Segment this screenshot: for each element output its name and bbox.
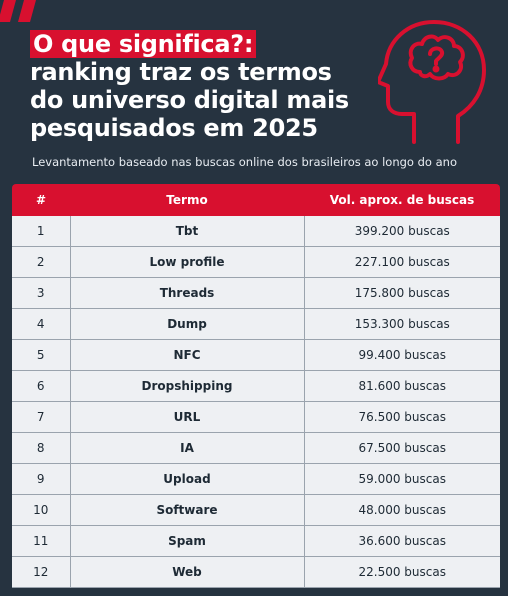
- rank-cell: 4: [12, 308, 71, 340]
- term-cell: URL: [70, 401, 305, 433]
- title-highlight: O que significa?:: [30, 30, 257, 58]
- rank-cell: 11: [12, 525, 71, 557]
- title-line: do universo digital mais: [30, 86, 349, 114]
- rank-cell: 7: [12, 401, 71, 433]
- table-row: 3 Threads 175.800 buscas: [12, 277, 500, 309]
- table-row: 5 NFC 99.400 buscas: [12, 339, 500, 371]
- table-row: 12 Web 22.500 buscas: [12, 556, 500, 588]
- table-row: 10 Software 48.000 buscas: [12, 494, 500, 526]
- term-cell: Software: [70, 494, 305, 526]
- volume-cell: 76.500 buscas: [304, 401, 500, 433]
- table-row: 9 Upload 59.000 buscas: [12, 463, 500, 495]
- head-question-mark-icon: [378, 20, 486, 144]
- term-cell: Dropshipping: [70, 370, 305, 402]
- rank-cell: 3: [12, 277, 71, 309]
- rank-cell: 1: [12, 216, 71, 247]
- title-line: ranking traz os termos: [30, 58, 332, 86]
- rank-cell: 2: [12, 246, 71, 278]
- volume-cell: 36.600 buscas: [304, 525, 500, 557]
- term-cell: Tbt: [70, 216, 305, 247]
- term-cell: Upload: [70, 463, 305, 495]
- volume-cell: 48.000 buscas: [304, 494, 500, 526]
- term-cell: NFC: [70, 339, 305, 371]
- table-row: 7 URL 76.500 buscas: [12, 401, 500, 433]
- column-header-rank: #: [12, 184, 70, 216]
- table-row: 8 IA 67.500 buscas: [12, 432, 500, 464]
- volume-cell: 399.200 buscas: [304, 216, 500, 247]
- term-cell: Dump: [70, 308, 305, 340]
- ranking-table: # Termo Vol. aprox. de buscas 1 Tbt 399.20…: [12, 184, 500, 588]
- rank-cell: 9: [12, 463, 71, 495]
- rank-cell: 8: [12, 432, 71, 464]
- column-header-term: Termo: [70, 184, 304, 216]
- volume-cell: 67.500 buscas: [304, 432, 500, 464]
- rank-cell: 6: [12, 370, 71, 402]
- table-row: 2 Low profile 227.100 buscas: [12, 246, 500, 278]
- volume-cell: 59.000 buscas: [304, 463, 500, 495]
- table-header-row: # Termo Vol. aprox. de buscas: [12, 184, 500, 216]
- table-row: 1 Tbt 399.200 buscas: [12, 216, 500, 247]
- volume-cell: 227.100 buscas: [304, 246, 500, 278]
- table-row: 6 Dropshipping 81.600 buscas: [12, 370, 500, 402]
- subtitle: Levantamento baseado nas buscas online d…: [32, 155, 457, 169]
- column-header-volume: Vol. aprox. de buscas: [304, 184, 500, 216]
- volume-cell: 175.800 buscas: [304, 277, 500, 309]
- volume-cell: 81.600 buscas: [304, 370, 500, 402]
- term-cell: Threads: [70, 277, 305, 309]
- rank-cell: 12: [12, 556, 71, 588]
- table-row: 4 Dump 153.300 buscas: [12, 308, 500, 340]
- table-row: 11 Spam 36.600 buscas: [12, 525, 500, 557]
- title: O que significa?: ranking traz os termos…: [30, 30, 390, 142]
- term-cell: Low profile: [70, 246, 305, 278]
- volume-cell: 153.300 buscas: [304, 308, 500, 340]
- rank-cell: 10: [12, 494, 71, 526]
- term-cell: IA: [70, 432, 305, 464]
- rank-cell: 5: [12, 339, 71, 371]
- slash-marks-icon: [0, 0, 36, 22]
- term-cell: Spam: [70, 525, 305, 557]
- volume-cell: 99.400 buscas: [304, 339, 500, 371]
- title-line: pesquisados em 2025: [30, 114, 318, 142]
- term-cell: Web: [70, 556, 305, 588]
- volume-cell: 22.500 buscas: [304, 556, 500, 588]
